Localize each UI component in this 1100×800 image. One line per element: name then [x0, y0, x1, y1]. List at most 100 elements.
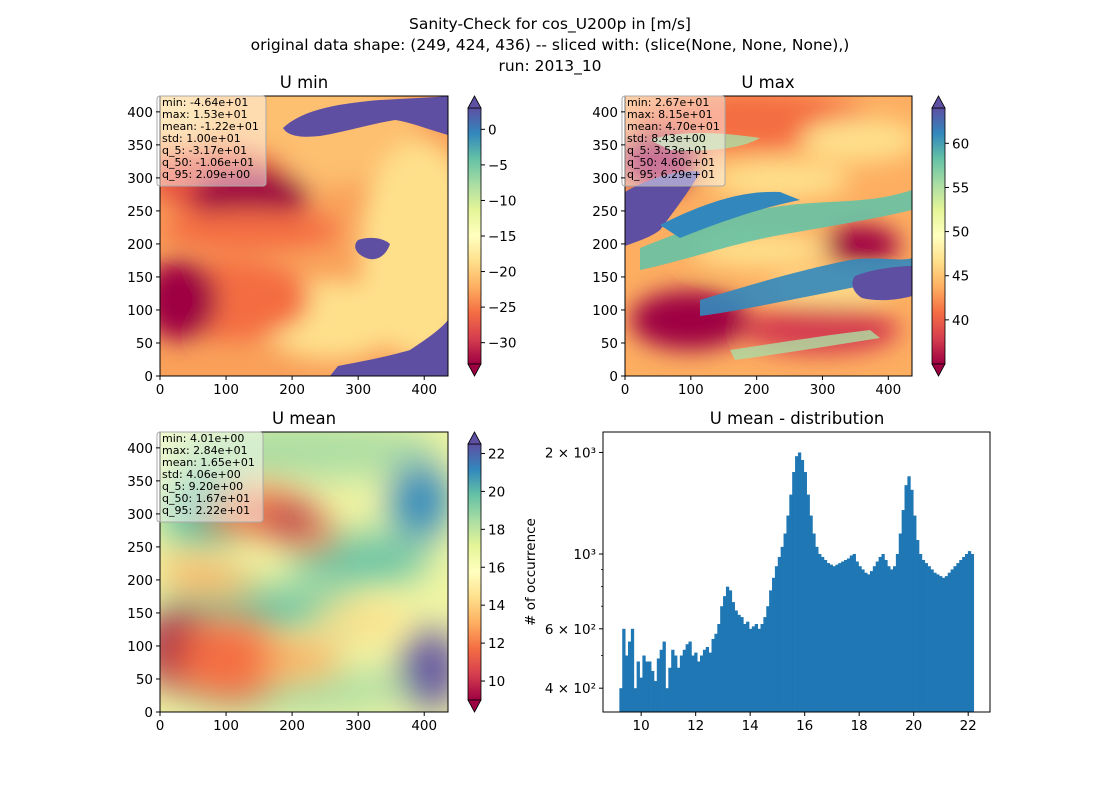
x-tick-label: 400 [875, 382, 901, 398]
x-tick-label: 300 [810, 382, 836, 398]
histogram-bar [792, 472, 796, 712]
y-tick-label: 50 [601, 336, 618, 352]
histogram-bar [720, 606, 724, 712]
histogram-bar [743, 624, 747, 712]
histogram-bar [636, 661, 640, 712]
x-tick-label: 22 [960, 718, 977, 734]
x-tick-label: 14 [742, 718, 759, 734]
histogram-bar [970, 553, 975, 712]
y-tick-label: 400 [127, 105, 153, 121]
y-tick-label: 100 [592, 303, 618, 319]
stat-line: std: 1.00e+01 [162, 132, 241, 145]
y-tick-label: 2 × 10³ [545, 445, 596, 461]
histogram-bar [832, 566, 836, 712]
y-tick-label: 300 [127, 171, 153, 187]
panel-u-mean-distribution: U mean - distribution # of occurrence 10… [523, 409, 991, 734]
suptitle-line-3: run: 2013_10 [498, 57, 601, 76]
colorbar-tick-label: 18 [488, 522, 505, 538]
histogram-bar [685, 644, 689, 712]
histogram-bar [662, 641, 666, 712]
histogram-bar [651, 670, 655, 712]
histogram-bar [895, 553, 900, 712]
histogram-bar [725, 586, 730, 712]
histogram-bar [838, 563, 842, 712]
histogram-bar [789, 494, 793, 712]
colorbar-tick-label: −25 [488, 300, 517, 316]
stat-line: q_5: 9.20e+00 [162, 480, 243, 493]
stats-box: min: 4.01e+00 max: 2.84e+01 mean: 1.65e+… [156, 431, 264, 523]
x-tick-label: 400 [411, 718, 437, 734]
y-tick-label: 0 [609, 369, 618, 385]
histogram-bar [668, 667, 672, 712]
histogram-bar [841, 561, 845, 712]
histogram-bar [846, 558, 851, 712]
y-tick-label: 6 × 10² [545, 622, 596, 638]
colorbar-tick-label: 40 [952, 313, 969, 329]
suptitle-line-2: original data shape: (249, 424, 436) -- … [251, 36, 850, 54]
y-tick-label: 400 [592, 105, 618, 121]
stat-line: mean: 4.70e+01 [627, 120, 720, 133]
histogram-bar [849, 555, 854, 712]
panel-u-max: U max min: 2.67e [592, 73, 969, 398]
histogram-bar [809, 515, 813, 712]
histogram-bar [777, 556, 782, 712]
histogram-bar [933, 572, 937, 712]
y-axis-label: # of occurrence [523, 518, 539, 626]
y-tick-label: 100 [127, 639, 153, 655]
x-tick-label: 400 [411, 382, 437, 398]
y-tick-label: 300 [592, 171, 618, 187]
histogram-bar [947, 572, 952, 712]
colorbar-tick-label: 16 [488, 560, 505, 576]
histogram-bar [939, 576, 943, 712]
stats-box: min: -4.64e+01 max: 1.53e+01 mean: -1.22… [156, 95, 267, 187]
histogram-bar [904, 485, 908, 712]
histogram-bar [757, 628, 761, 712]
panel-title: U max [741, 73, 795, 92]
colorbar: 0 −5 −10 −15 −20 −25 −30 [467, 95, 517, 377]
histogram-bar [639, 677, 643, 712]
colorbar: 22 20 18 16 14 12 10 [467, 431, 505, 713]
y-tick-label: 10³ [573, 547, 596, 563]
histogram-bar [956, 563, 960, 712]
histogram-bar [731, 602, 735, 712]
histogram-bar [674, 655, 678, 712]
colorbar-tick-label: −10 [488, 193, 517, 209]
histogram-bar [705, 646, 710, 712]
stat-line: min: 2.67e+01 [627, 96, 709, 109]
histogram-bar [688, 641, 692, 712]
y-tick-label: 350 [127, 474, 153, 490]
histogram-bar [622, 628, 626, 712]
y-tick-label: 50 [136, 336, 153, 352]
stat-line: max: 8.15e+01 [627, 108, 713, 121]
histogram-bar [748, 628, 753, 712]
histogram-bar [818, 553, 822, 712]
histogram-bar [774, 566, 779, 712]
histogram-bar [780, 546, 784, 712]
stat-line: q_50: 4.60e+01 [627, 156, 715, 169]
suptitle-line-1: Sanity-Check for cos_U200p in [m/s] [409, 15, 691, 34]
histogram-bar [645, 661, 649, 712]
histogram-bar [953, 566, 957, 712]
histogram-bar [944, 576, 949, 712]
y-tick-label: 100 [127, 303, 153, 319]
y-tick-label: 0 [144, 369, 153, 385]
histogram-bar [936, 574, 940, 712]
colorbar-tick-label: 55 [952, 180, 969, 196]
stat-line: q_50: -1.06e+01 [162, 156, 254, 169]
histogram-bar [642, 655, 646, 712]
x-tick-label: 300 [345, 718, 371, 734]
histogram-bar [740, 617, 744, 712]
histogram-bar [844, 559, 848, 712]
histogram-bar [918, 553, 923, 712]
colorbar-tick-label: 12 [488, 636, 505, 652]
x-tick-label: 12 [687, 718, 704, 734]
histogram-bar [916, 540, 920, 712]
histogram-bar [835, 564, 839, 712]
colorbar-tick-label: 20 [488, 484, 505, 500]
colorbar-tick-label: 22 [488, 446, 505, 462]
histogram-bar [746, 621, 750, 712]
stat-line: std: 8.43e+00 [627, 132, 706, 145]
histogram-bar [783, 533, 787, 712]
stat-line: max: 1.53e+01 [162, 108, 248, 121]
